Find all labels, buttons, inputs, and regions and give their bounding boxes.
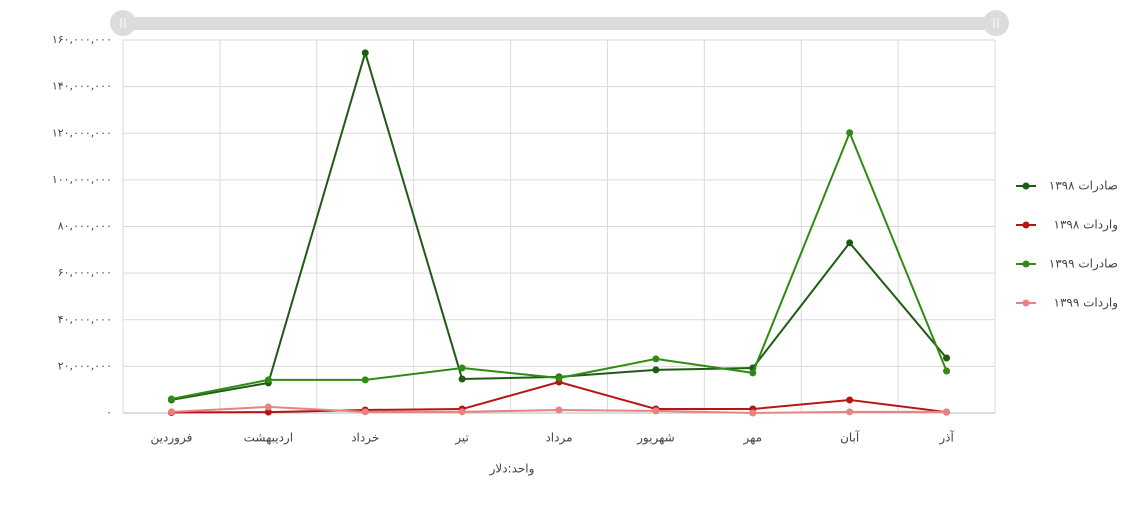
legend-swatch-dot[interactable] xyxy=(1022,182,1030,190)
range-slider-handle[interactable] xyxy=(110,10,136,36)
x-tick-label: مرداد xyxy=(545,431,572,446)
data-point xyxy=(555,374,563,382)
legend-swatch-dot[interactable] xyxy=(1022,221,1030,229)
data-point xyxy=(749,369,757,377)
data-point xyxy=(555,406,563,414)
data-point xyxy=(846,408,854,416)
data-point xyxy=(846,239,854,247)
y-tick-label: ۲۰,۰۰۰,۰۰۰ xyxy=(58,359,112,372)
x-tick-label: تیر xyxy=(454,431,469,446)
x-tick-label: فروردین xyxy=(151,431,193,446)
data-point xyxy=(167,408,175,416)
x-tick-label: آبان xyxy=(840,430,860,445)
x-axis-label: واحد:دلار xyxy=(489,462,535,477)
data-point xyxy=(652,407,660,415)
legend-label[interactable]: واردات ۱۳۹۹ xyxy=(1054,296,1119,311)
data-point xyxy=(846,396,854,404)
y-tick-label: ۴۰,۰۰۰,۰۰۰ xyxy=(58,313,112,326)
legend-label[interactable]: واردات ۱۳۹۸ xyxy=(1054,218,1119,233)
legend-swatch-dot[interactable] xyxy=(1022,260,1030,268)
data-point xyxy=(264,403,272,411)
data-point xyxy=(361,49,369,57)
data-point xyxy=(167,395,175,403)
data-point xyxy=(652,366,660,374)
data-point xyxy=(458,375,466,383)
data-point xyxy=(458,364,466,372)
data-point xyxy=(458,408,466,416)
x-tick-label: اردیبهشت xyxy=(244,431,293,446)
data-point xyxy=(943,408,951,416)
series-line xyxy=(171,130,948,400)
data-point xyxy=(943,367,951,375)
data-point xyxy=(846,129,854,137)
legend-label[interactable]: صادرات ۱۳۹۹ xyxy=(1049,257,1118,272)
y-tick-label: ۰ xyxy=(106,406,112,419)
legend-swatch-dot[interactable] xyxy=(1022,299,1030,307)
y-tick-label: ۱۶۰,۰۰۰,۰۰۰ xyxy=(52,33,112,46)
x-tick-label: آذر xyxy=(938,430,954,446)
x-tick-label: شهریور xyxy=(636,431,675,446)
range-slider-handle[interactable] xyxy=(983,10,1009,36)
y-tick-label: ۱۴۰,۰۰۰,۰۰۰ xyxy=(52,80,112,93)
data-point xyxy=(361,408,369,416)
y-tick-label: ۶۰,۰۰۰,۰۰۰ xyxy=(58,266,112,279)
y-tick-label: ۸۰,۰۰۰,۰۰۰ xyxy=(58,220,112,233)
legend-label[interactable]: صادرات ۱۳۹۸ xyxy=(1049,179,1118,194)
data-point xyxy=(652,355,660,363)
data-point xyxy=(361,376,369,384)
x-tick-label: خرداد xyxy=(351,431,379,446)
range-slider-track[interactable] xyxy=(122,17,996,30)
data-point xyxy=(943,354,951,362)
data-point xyxy=(264,376,272,384)
data-point xyxy=(264,408,272,416)
y-tick-label: ۱۰۰,۰۰۰,۰۰۰ xyxy=(52,173,112,186)
y-tick-label: ۱۲۰,۰۰۰,۰۰۰ xyxy=(52,126,112,139)
data-point xyxy=(749,409,757,417)
x-tick-label: مهر xyxy=(742,431,762,446)
